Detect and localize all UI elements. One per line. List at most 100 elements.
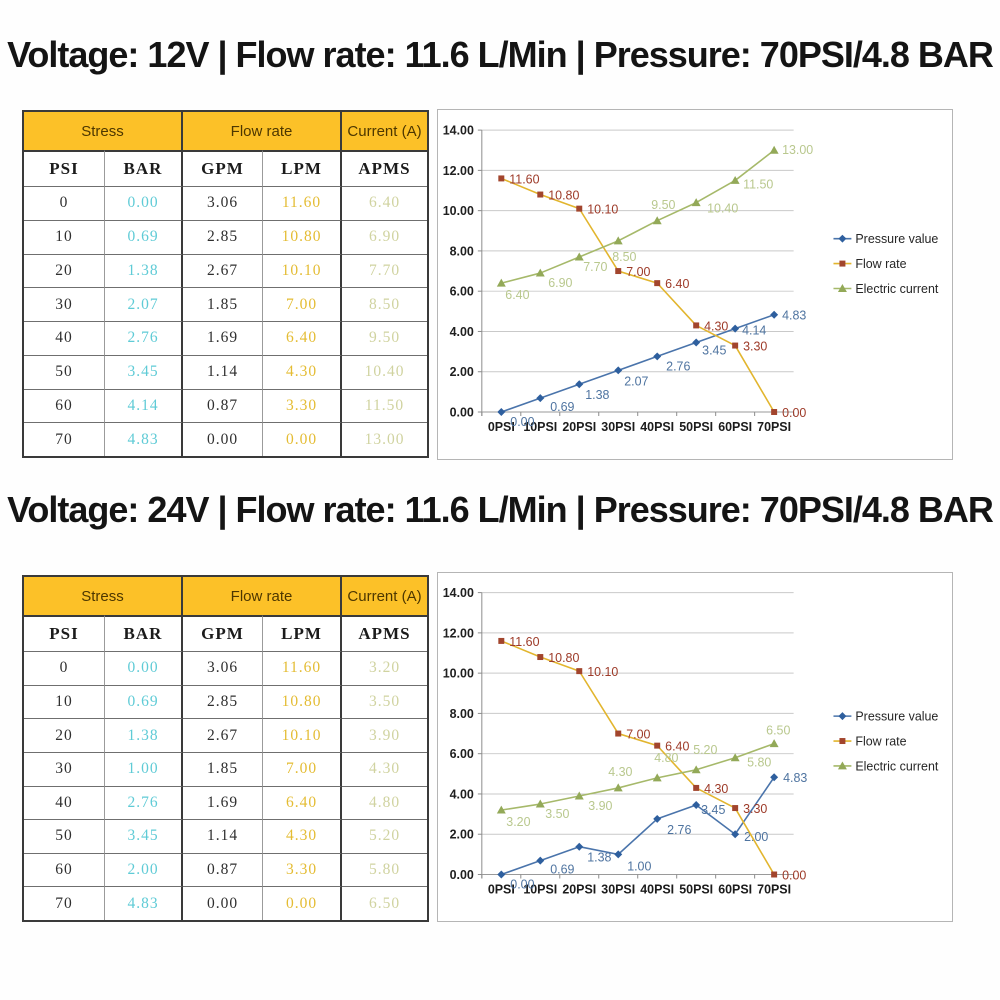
table-cell: 2.67 (183, 253, 263, 288)
square-marker (537, 191, 544, 198)
table-column-header: GPM (183, 615, 263, 651)
data-point-label: 1.00 (627, 859, 651, 873)
data-point-label: 7.70 (583, 260, 607, 274)
table-cell: 1.00 (105, 751, 183, 786)
data-point-label: 3.45 (702, 343, 726, 357)
table-group-header: Flow rate (183, 112, 342, 150)
triangle-marker (652, 216, 662, 225)
triangle-marker (837, 761, 847, 770)
x-axis-label: 20PSI (562, 882, 596, 896)
square-marker (576, 668, 583, 675)
table-cell: 11.60 (263, 651, 342, 685)
x-axis-label: 40PSI (640, 882, 674, 896)
table-cell: 3.30 (263, 852, 342, 887)
table-cell: 10.80 (263, 219, 342, 254)
data-point-label: 2.76 (667, 823, 691, 837)
y-axis-label: 10.00 (443, 204, 474, 218)
data-point-label: 4.30 (704, 319, 728, 333)
table-cell: 3.45 (105, 819, 183, 853)
data-point-label: 0.69 (550, 400, 574, 414)
x-axis-label: 50PSI (679, 882, 713, 896)
table-cell: 4.14 (105, 388, 183, 423)
table-cell: 1.14 (183, 354, 263, 389)
table-cell: 11.60 (263, 186, 342, 220)
title-24v: Voltage: 24V | Flow rate: 11.6 L/Min | P… (7, 489, 994, 530)
data-point-label: 10.10 (587, 665, 618, 679)
square-marker (537, 654, 544, 661)
table-cell: 10 (24, 219, 105, 254)
data-point-label: 4.83 (783, 771, 807, 785)
table-cell: 7.00 (263, 287, 342, 321)
table-cell: 3.20 (342, 651, 427, 685)
diamond-marker (731, 830, 740, 839)
table-cell: 6.40 (342, 186, 427, 220)
y-axis-label: 2.00 (450, 365, 474, 379)
y-axis-label: 0.00 (450, 405, 474, 419)
data-point-label: 4.83 (782, 309, 806, 323)
square-marker (839, 738, 846, 745)
table-cell: 2.07 (105, 287, 183, 321)
y-axis-label: 6.00 (450, 285, 474, 299)
table-cell: 0.00 (183, 422, 263, 456)
performance-chart-24v: 0.00 2.00 4.00 6.00 8.00 10.00 12.00 14.00 0PSI 1… (437, 572, 953, 922)
table-cell: 5.80 (342, 852, 427, 887)
data-point-label: 6.40 (505, 288, 529, 302)
legend-label: Pressure value (855, 710, 938, 724)
table-cell: 0 (24, 186, 105, 220)
table-cell: 1.14 (183, 819, 263, 853)
table-cell: 0 (24, 651, 105, 685)
data-point-label: 4.80 (654, 751, 678, 765)
table-group-header: Current (A) (342, 112, 427, 150)
y-axis-label: 2.00 (450, 828, 474, 842)
square-marker (771, 871, 778, 878)
data-point-label: 6.90 (548, 276, 572, 290)
square-marker (615, 730, 622, 737)
diamond-marker (692, 801, 701, 810)
diamond-marker (614, 366, 623, 375)
table-cell: 40 (24, 321, 105, 355)
data-point-label: 4.30 (704, 782, 728, 796)
table-cell: 0.00 (183, 886, 263, 920)
table-cell: 6.90 (342, 219, 427, 254)
table-column-header: GPM (183, 150, 263, 186)
x-axis-label: 40PSI (640, 420, 674, 434)
data-point-label: 11.60 (509, 172, 539, 186)
data-point-label: 7.00 (626, 265, 650, 279)
diamond-marker (838, 712, 847, 721)
table-column-header: BAR (105, 615, 183, 651)
data-point-label: 11.60 (509, 635, 539, 649)
triangle-marker (691, 765, 701, 774)
data-point-label: 2.00 (744, 830, 768, 844)
y-axis-label: 10.00 (443, 667, 474, 681)
legend-label: Flow rate (855, 257, 906, 271)
table-group-header: Current (A) (342, 577, 427, 615)
table-cell: 3.30 (263, 388, 342, 423)
series-line (501, 776, 775, 876)
data-point-label: 0.00 (782, 406, 806, 420)
table-cell: 0.00 (263, 886, 342, 920)
series-line (501, 313, 775, 413)
table-cell: 50 (24, 354, 105, 389)
y-axis-label: 4.00 (450, 787, 474, 801)
data-point-label: 4.30 (608, 765, 632, 779)
data-point-label: 6.40 (665, 277, 689, 291)
x-axis-label: 30PSI (601, 420, 635, 434)
legend-label: Electric current (855, 759, 938, 773)
table-cell: 10 (24, 684, 105, 719)
square-marker (732, 342, 739, 349)
diamond-marker (770, 310, 779, 319)
x-axis-label: 10PSI (523, 882, 557, 896)
data-point-label: 2.76 (666, 359, 690, 373)
diamond-marker (731, 324, 740, 333)
table-cell: 7.70 (342, 253, 427, 288)
data-point-label: 10.10 (587, 203, 618, 217)
y-axis-label: 12.00 (443, 626, 474, 640)
line-chart: 0.00 2.00 4.00 6.00 8.00 10.00 12.00 14.00 0PSI 1… (443, 124, 939, 434)
table-cell: 60 (24, 388, 105, 423)
table-cell: 0.00 (105, 186, 183, 220)
triangle-marker (691, 198, 701, 207)
table-cell: 5.20 (342, 819, 427, 853)
table-cell: 3.06 (183, 186, 263, 220)
diamond-marker (497, 408, 506, 416)
